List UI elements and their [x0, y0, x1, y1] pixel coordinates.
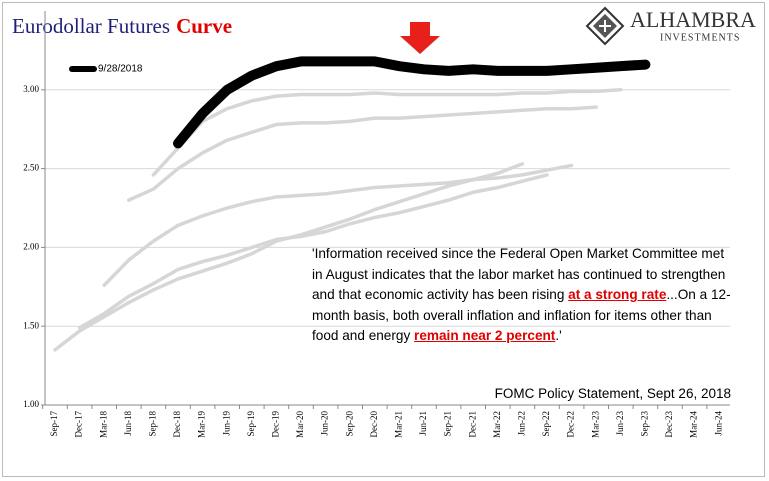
x-tick-label: Jun-24	[713, 411, 723, 436]
annotation-text: ...On a 12-month basis, both overall inf…	[312, 287, 731, 343]
annotation-text: .'	[555, 328, 562, 343]
x-tick-label: Mar-18	[98, 411, 108, 438]
title-highlight: Curve	[176, 14, 232, 38]
series-line	[77, 173, 549, 330]
x-tick-label: Jun-18	[123, 411, 133, 436]
y-tick-label: 3.00	[23, 84, 39, 94]
plot: 1.00 1.50 2.00 2.50 3.00 Sep-17 Dec-17 Mar-18 Ju…	[23, 11, 730, 438]
logo-subtitle: INVESTMENTS	[660, 32, 740, 43]
x-tick-label: Jun-19	[221, 411, 231, 436]
frame	[2, 2, 765, 477]
y-tick-label: 2.00	[23, 241, 39, 251]
x-tick-label: Dec-18	[172, 411, 182, 438]
annotation-text: 'Information received since the Federal …	[312, 246, 726, 302]
x-tick-label: Dec-19	[270, 411, 280, 438]
x-tick-label: Mar-24	[689, 411, 699, 438]
annotation: 'Information received since the Federal …	[312, 244, 732, 347]
logo-name: ALHAMBRA	[630, 7, 756, 32]
x-tick-label: Sep-19	[246, 411, 256, 437]
x-tick-label: Dec-23	[664, 411, 674, 438]
x-tick-label: Dec-22	[566, 411, 576, 438]
x-tick-label: Sep-20	[344, 411, 354, 437]
arrow	[400, 22, 440, 54]
x-tick-label: Sep-17	[49, 411, 59, 437]
x-tick-label: Mar-21	[393, 411, 403, 438]
x-tick-label: Mar-23	[590, 411, 600, 438]
x-tick-label: Sep-23	[639, 411, 649, 437]
x-tick-label: Mar-20	[295, 411, 305, 438]
x-tick-label: Sep-22	[541, 411, 551, 437]
title-main: Eurodollar Futures	[12, 14, 170, 38]
x-tick-label: Jun-22	[516, 411, 526, 436]
series-line	[102, 163, 574, 287]
x-tick-label: Dec-17	[74, 411, 84, 438]
y-tick-label: 2.50	[23, 163, 39, 173]
chart-title: Eurodollar Futures Curve	[12, 14, 232, 38]
series-line	[127, 105, 598, 202]
source: FOMC Policy Statement, Sept 26, 2018	[494, 386, 731, 401]
x-tick-label: Mar-19	[197, 411, 207, 438]
y-tick-label: 1.00	[23, 399, 39, 409]
x-tick-label: Jun-23	[615, 411, 625, 436]
x-tick-label: Dec-20	[369, 411, 379, 438]
legend-label: 9/28/2018	[98, 64, 143, 75]
y-tick-label: 1.50	[23, 320, 39, 330]
x-tick-label: Jun-20	[320, 411, 330, 436]
x-tick-label: Mar-22	[492, 411, 502, 438]
series-line	[151, 88, 623, 177]
x-tick-label: Dec-21	[467, 411, 477, 438]
series-line-highlight	[173, 56, 651, 149]
annotation-highlight: at a strong rate	[568, 287, 667, 302]
x-tick-label: Jun-21	[418, 411, 428, 436]
annotation-highlight: remain near 2 percent	[414, 328, 556, 343]
x-tick-label: Sep-21	[443, 411, 453, 437]
logo: ALHAMBRA INVESTMENTS	[585, 6, 756, 46]
x-tick-label: Sep-18	[147, 411, 157, 437]
